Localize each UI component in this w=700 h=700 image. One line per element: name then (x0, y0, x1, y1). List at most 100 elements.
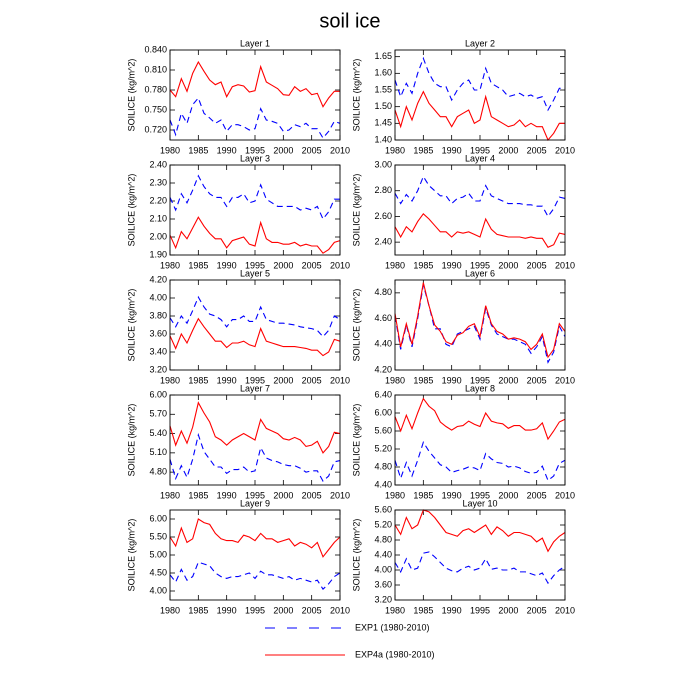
y-tick-label: 3.80 (149, 310, 167, 320)
y-tick-label: 4.00 (149, 585, 167, 595)
x-tick-label: 1990 (217, 375, 237, 385)
x-tick-label: 1985 (188, 145, 208, 155)
plot-frame (394, 509, 566, 601)
x-tick-label: 2000 (273, 490, 293, 500)
y-tick-label: 3.40 (149, 346, 167, 356)
x-tick-label: 1985 (413, 260, 433, 270)
x-tick-label: 2010 (555, 260, 575, 270)
series-line (394, 56, 565, 112)
series-line (169, 295, 341, 338)
series-line (394, 397, 566, 441)
x-tick-label: 2000 (498, 490, 518, 500)
y-tick-label: 2.40 (374, 237, 392, 247)
x-tick-label: 1980 (160, 490, 180, 500)
series-line (169, 401, 341, 454)
x-tick-label: 1990 (217, 145, 237, 155)
x-tick-label: 1995 (245, 605, 265, 615)
y-tick-label: 5.40 (149, 428, 167, 438)
y-tick-label: 5.60 (374, 504, 392, 514)
y-tick-label: 0.720 (144, 124, 167, 134)
y-tick-label: 4.60 (374, 313, 392, 323)
y-tick-label: 2.10 (149, 213, 167, 223)
y-tick-label: 5.20 (374, 443, 392, 453)
plot-frame (169, 279, 341, 371)
series-line (169, 174, 340, 221)
panel: Layer 5 SOILICE (kg/m^2) 3.20 3.40 3.60 3.80 4… (126, 268, 350, 385)
y-axis-label: SOILICE (kg/m^2) (351, 404, 361, 477)
series-line (169, 518, 341, 558)
y-axis-label: SOILICE (kg/m^2) (351, 59, 361, 132)
y-tick-label: 2.30 (149, 177, 167, 187)
y-tick-label: 0.750 (144, 104, 167, 114)
panel-title: Layer 10 (462, 498, 497, 508)
x-tick-label: 1990 (217, 605, 237, 615)
x-tick-label: 1985 (188, 490, 208, 500)
x-tick-label: 1990 (442, 375, 462, 385)
x-tick-label: 1980 (385, 490, 405, 500)
x-tick-label: 2010 (555, 490, 575, 500)
panel: Layer 8 SOILICE (kg/m^2) 4.40 4.80 5.20 5.60 6… (351, 383, 575, 500)
y-tick-label: 4.80 (374, 287, 392, 297)
y-tick-label: 4.80 (374, 461, 392, 471)
series-line (169, 432, 341, 483)
y-tick-label: 0.780 (144, 84, 167, 94)
y-axis-label: SOILICE (kg/m^2) (126, 174, 136, 247)
y-tick-label: 4.80 (374, 534, 392, 544)
legend-label: EXP1 (1980-2010) (355, 622, 430, 632)
y-tick-label: 6.00 (149, 389, 167, 399)
x-tick-label: 2000 (498, 375, 518, 385)
panel: Layer 7 SOILICE (kg/m^2) 4.80 5.10 5.40 5.70 6… (126, 383, 350, 500)
panel-title: Layer 5 (240, 268, 270, 278)
y-tick-label: 4.00 (374, 564, 392, 574)
x-tick-label: 2010 (555, 375, 575, 385)
y-axis-label: SOILICE (kg/m^2) (126, 404, 136, 477)
x-tick-label: 1980 (160, 375, 180, 385)
x-tick-label: 1990 (442, 145, 462, 155)
y-tick-label: 1.50 (374, 101, 392, 111)
y-tick-label: 3.20 (374, 594, 392, 604)
panel-title: Layer 4 (465, 153, 495, 163)
y-tick-label: 1.45 (374, 118, 392, 128)
plot-frame (169, 164, 341, 256)
y-tick-label: 5.50 (149, 531, 167, 541)
panel-title: Layer 9 (240, 498, 270, 508)
x-tick-label: 1995 (470, 490, 490, 500)
y-axis-label: SOILICE (kg/m^2) (351, 289, 361, 362)
x-tick-label: 2010 (330, 145, 350, 155)
plot-frame (394, 164, 566, 256)
panel-title: Layer 8 (465, 383, 495, 393)
panel: Layer 10 SOILICE (kg/m^2) 3.20 3.60 4.00 4.40… (351, 498, 575, 615)
x-tick-label: 1990 (442, 490, 462, 500)
y-tick-label: 5.20 (374, 519, 392, 529)
x-tick-label: 1980 (160, 260, 180, 270)
y-tick-label: 1.90 (149, 249, 167, 259)
x-tick-label: 1995 (245, 490, 265, 500)
x-tick-label: 1980 (160, 145, 180, 155)
panel-title: Layer 2 (465, 38, 495, 48)
plot-frame (169, 509, 341, 601)
y-tick-label: 3.60 (374, 579, 392, 589)
x-tick-label: 1995 (470, 145, 490, 155)
series-line (169, 60, 340, 108)
y-tick-label: 2.60 (374, 211, 392, 221)
y-axis-label: SOILICE (kg/m^2) (351, 519, 361, 592)
y-tick-label: 2.40 (149, 159, 167, 169)
series-line (169, 216, 341, 254)
panel: Layer 2 SOILICE (kg/m^2) 1.40 1.45 1.50 1.55 1… (351, 38, 575, 155)
x-tick-label: 1995 (470, 375, 490, 385)
y-tick-label: 1.40 (374, 134, 392, 144)
x-tick-label: 2000 (273, 375, 293, 385)
x-tick-label: 1980 (385, 260, 405, 270)
y-tick-label: 4.20 (149, 274, 167, 284)
y-tick-label: 6.00 (149, 513, 167, 523)
x-tick-label: 2010 (555, 605, 575, 615)
x-tick-label: 2010 (555, 145, 575, 155)
x-tick-label: 2005 (302, 375, 322, 385)
x-tick-label: 2010 (330, 605, 350, 615)
x-tick-label: 1995 (245, 145, 265, 155)
panel: Layer 6 SOILICE (kg/m^2) 4.20 4.40 4.60 4.80 1… (351, 268, 575, 385)
y-tick-label: 2.00 (149, 231, 167, 241)
panel-title: Layer 3 (240, 153, 270, 163)
x-tick-label: 1995 (470, 605, 490, 615)
